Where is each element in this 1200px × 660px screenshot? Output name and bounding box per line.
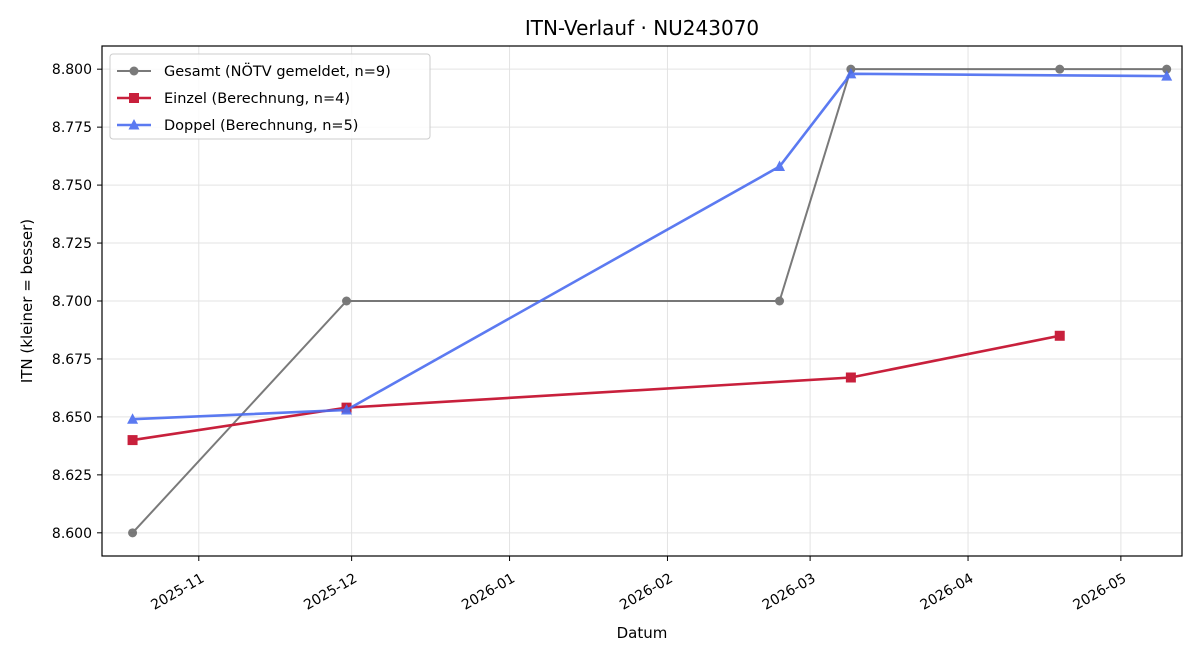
- y-tick-label: 8.750: [52, 178, 92, 194]
- x-axis-ticks: 2025-11 2025-12 2026-01 2026-02 2026-03 2026-…: [148, 556, 1129, 614]
- x-tick-label: 2026-04: [918, 570, 977, 613]
- y-tick-label: 8.675: [52, 352, 92, 368]
- series-triangle: [127, 67, 1173, 424]
- x-tick-label: 2026-01: [459, 571, 518, 614]
- series-line: [132, 334, 1060, 442]
- legend-entry: [117, 119, 151, 130]
- y-tick-label: 8.725: [52, 236, 92, 252]
- data-point: [845, 372, 856, 383]
- legend-label: Einzel (Berechnung, n=4): [164, 91, 350, 107]
- y-axis-ticks: 8.600 8.625 8.650 8.675 8.700 8.725 8.750 8.775…: [52, 62, 102, 542]
- x-tick-label: 2025-12: [301, 571, 360, 614]
- x-tick-label: 2026-05: [1071, 571, 1130, 614]
- x-tick-label: 2025-11: [148, 571, 207, 614]
- series-line: [131, 68, 1167, 534]
- data-point: [127, 435, 138, 446]
- legend-marker: [128, 119, 140, 130]
- series-circle: [128, 64, 1172, 538]
- legend-label: Gesamt (NÖTV gemeldet, n=9): [164, 62, 391, 80]
- x-axis-label: Datum: [617, 624, 668, 642]
- y-tick-label: 8.700: [52, 294, 92, 310]
- chart-title: ITN-Verlauf · NU243070: [525, 16, 759, 40]
- data-point: [342, 296, 352, 306]
- y-tick-label: 8.625: [52, 468, 92, 484]
- legend-entry: [117, 66, 151, 76]
- data-point: [127, 413, 139, 424]
- y-tick-label: 8.650: [52, 410, 92, 426]
- data-point: [845, 67, 857, 79]
- data-point: [775, 296, 785, 306]
- legend-marker: [129, 66, 139, 76]
- y-axis-label: ITN (kleiner = besser): [18, 219, 36, 383]
- data-point: [1055, 64, 1065, 74]
- data-point: [1162, 64, 1172, 74]
- legend-marker: [129, 93, 139, 103]
- legend-box: [109, 53, 431, 140]
- data-point: [128, 528, 138, 538]
- y-tick-label: 8.775: [52, 120, 92, 136]
- data-point: [1161, 70, 1173, 81]
- legend-label: Doppel (Berechnung, n=5): [164, 118, 358, 134]
- data-point: [341, 403, 353, 415]
- series-square: [127, 330, 1065, 446]
- x-tick-label: 2026-03: [760, 571, 819, 614]
- data-point: [774, 160, 786, 172]
- x-tick-label: 2026-02: [617, 571, 676, 614]
- legend-entry: [117, 93, 151, 103]
- data-point: [1054, 330, 1065, 341]
- legend: Gesamt (NÖTV gemeldet, n=9) Einzel (Berec…: [109, 53, 431, 140]
- y-tick-label: 8.600: [52, 526, 92, 542]
- series-layer: [127, 64, 1173, 538]
- y-tick-label: 8.800: [52, 62, 92, 78]
